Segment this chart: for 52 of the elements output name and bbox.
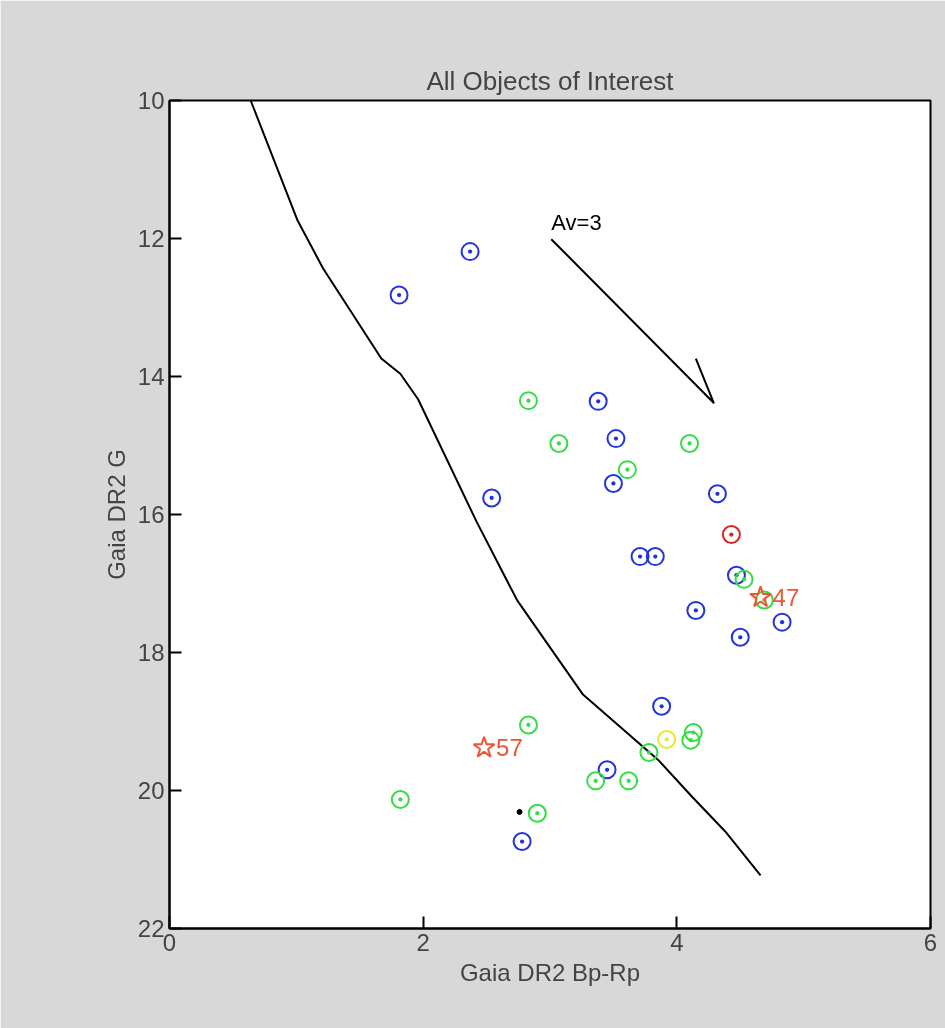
point <box>652 696 672 716</box>
point <box>588 391 608 411</box>
y-tick-label: 20 <box>137 777 165 804</box>
point <box>754 590 774 610</box>
point <box>586 771 606 791</box>
y-tick-label: 18 <box>137 639 165 666</box>
chart-title: All Objects of Interest <box>426 65 675 96</box>
point <box>606 429 626 449</box>
point <box>772 612 792 632</box>
point <box>516 808 523 815</box>
y-tick-label: 22 <box>137 915 165 942</box>
y-axis-title: Gaia DR2 G <box>102 449 130 580</box>
point <box>527 803 547 823</box>
point <box>390 789 410 809</box>
point <box>681 730 701 750</box>
annotation: 57 <box>496 734 523 762</box>
point <box>549 433 569 453</box>
point <box>683 723 703 743</box>
annotation: 47 <box>772 583 800 611</box>
point <box>597 760 617 780</box>
point <box>686 600 706 620</box>
point <box>617 460 637 480</box>
point <box>630 547 650 567</box>
y-tick-label: 12 <box>137 225 165 252</box>
point <box>512 832 532 852</box>
point <box>518 715 538 735</box>
point <box>639 743 659 763</box>
x-tick-label: 6 <box>923 928 938 956</box>
point <box>472 735 496 758</box>
point <box>730 627 750 647</box>
point <box>721 525 741 544</box>
point <box>734 569 754 589</box>
point <box>460 242 480 262</box>
x-axis-title: Gaia DR2 Bp-Rp <box>459 958 641 986</box>
point <box>749 585 772 608</box>
y-tick-label: 10 <box>137 87 165 114</box>
point <box>389 285 409 305</box>
y-tick-label: 16 <box>137 501 165 528</box>
point <box>680 433 700 453</box>
point <box>657 729 677 749</box>
x-tick-label: 2 <box>416 928 430 956</box>
x-tick-label: 4 <box>670 928 684 956</box>
y-tick-label: 14 <box>137 363 165 390</box>
point <box>707 484 727 504</box>
x-tick-label: 0 <box>162 928 177 956</box>
point <box>518 391 538 411</box>
point <box>619 771 639 791</box>
point <box>603 473 623 493</box>
point <box>482 488 502 508</box>
annotation: Av=3 <box>551 210 602 236</box>
point <box>645 547 665 567</box>
point <box>726 565 746 585</box>
